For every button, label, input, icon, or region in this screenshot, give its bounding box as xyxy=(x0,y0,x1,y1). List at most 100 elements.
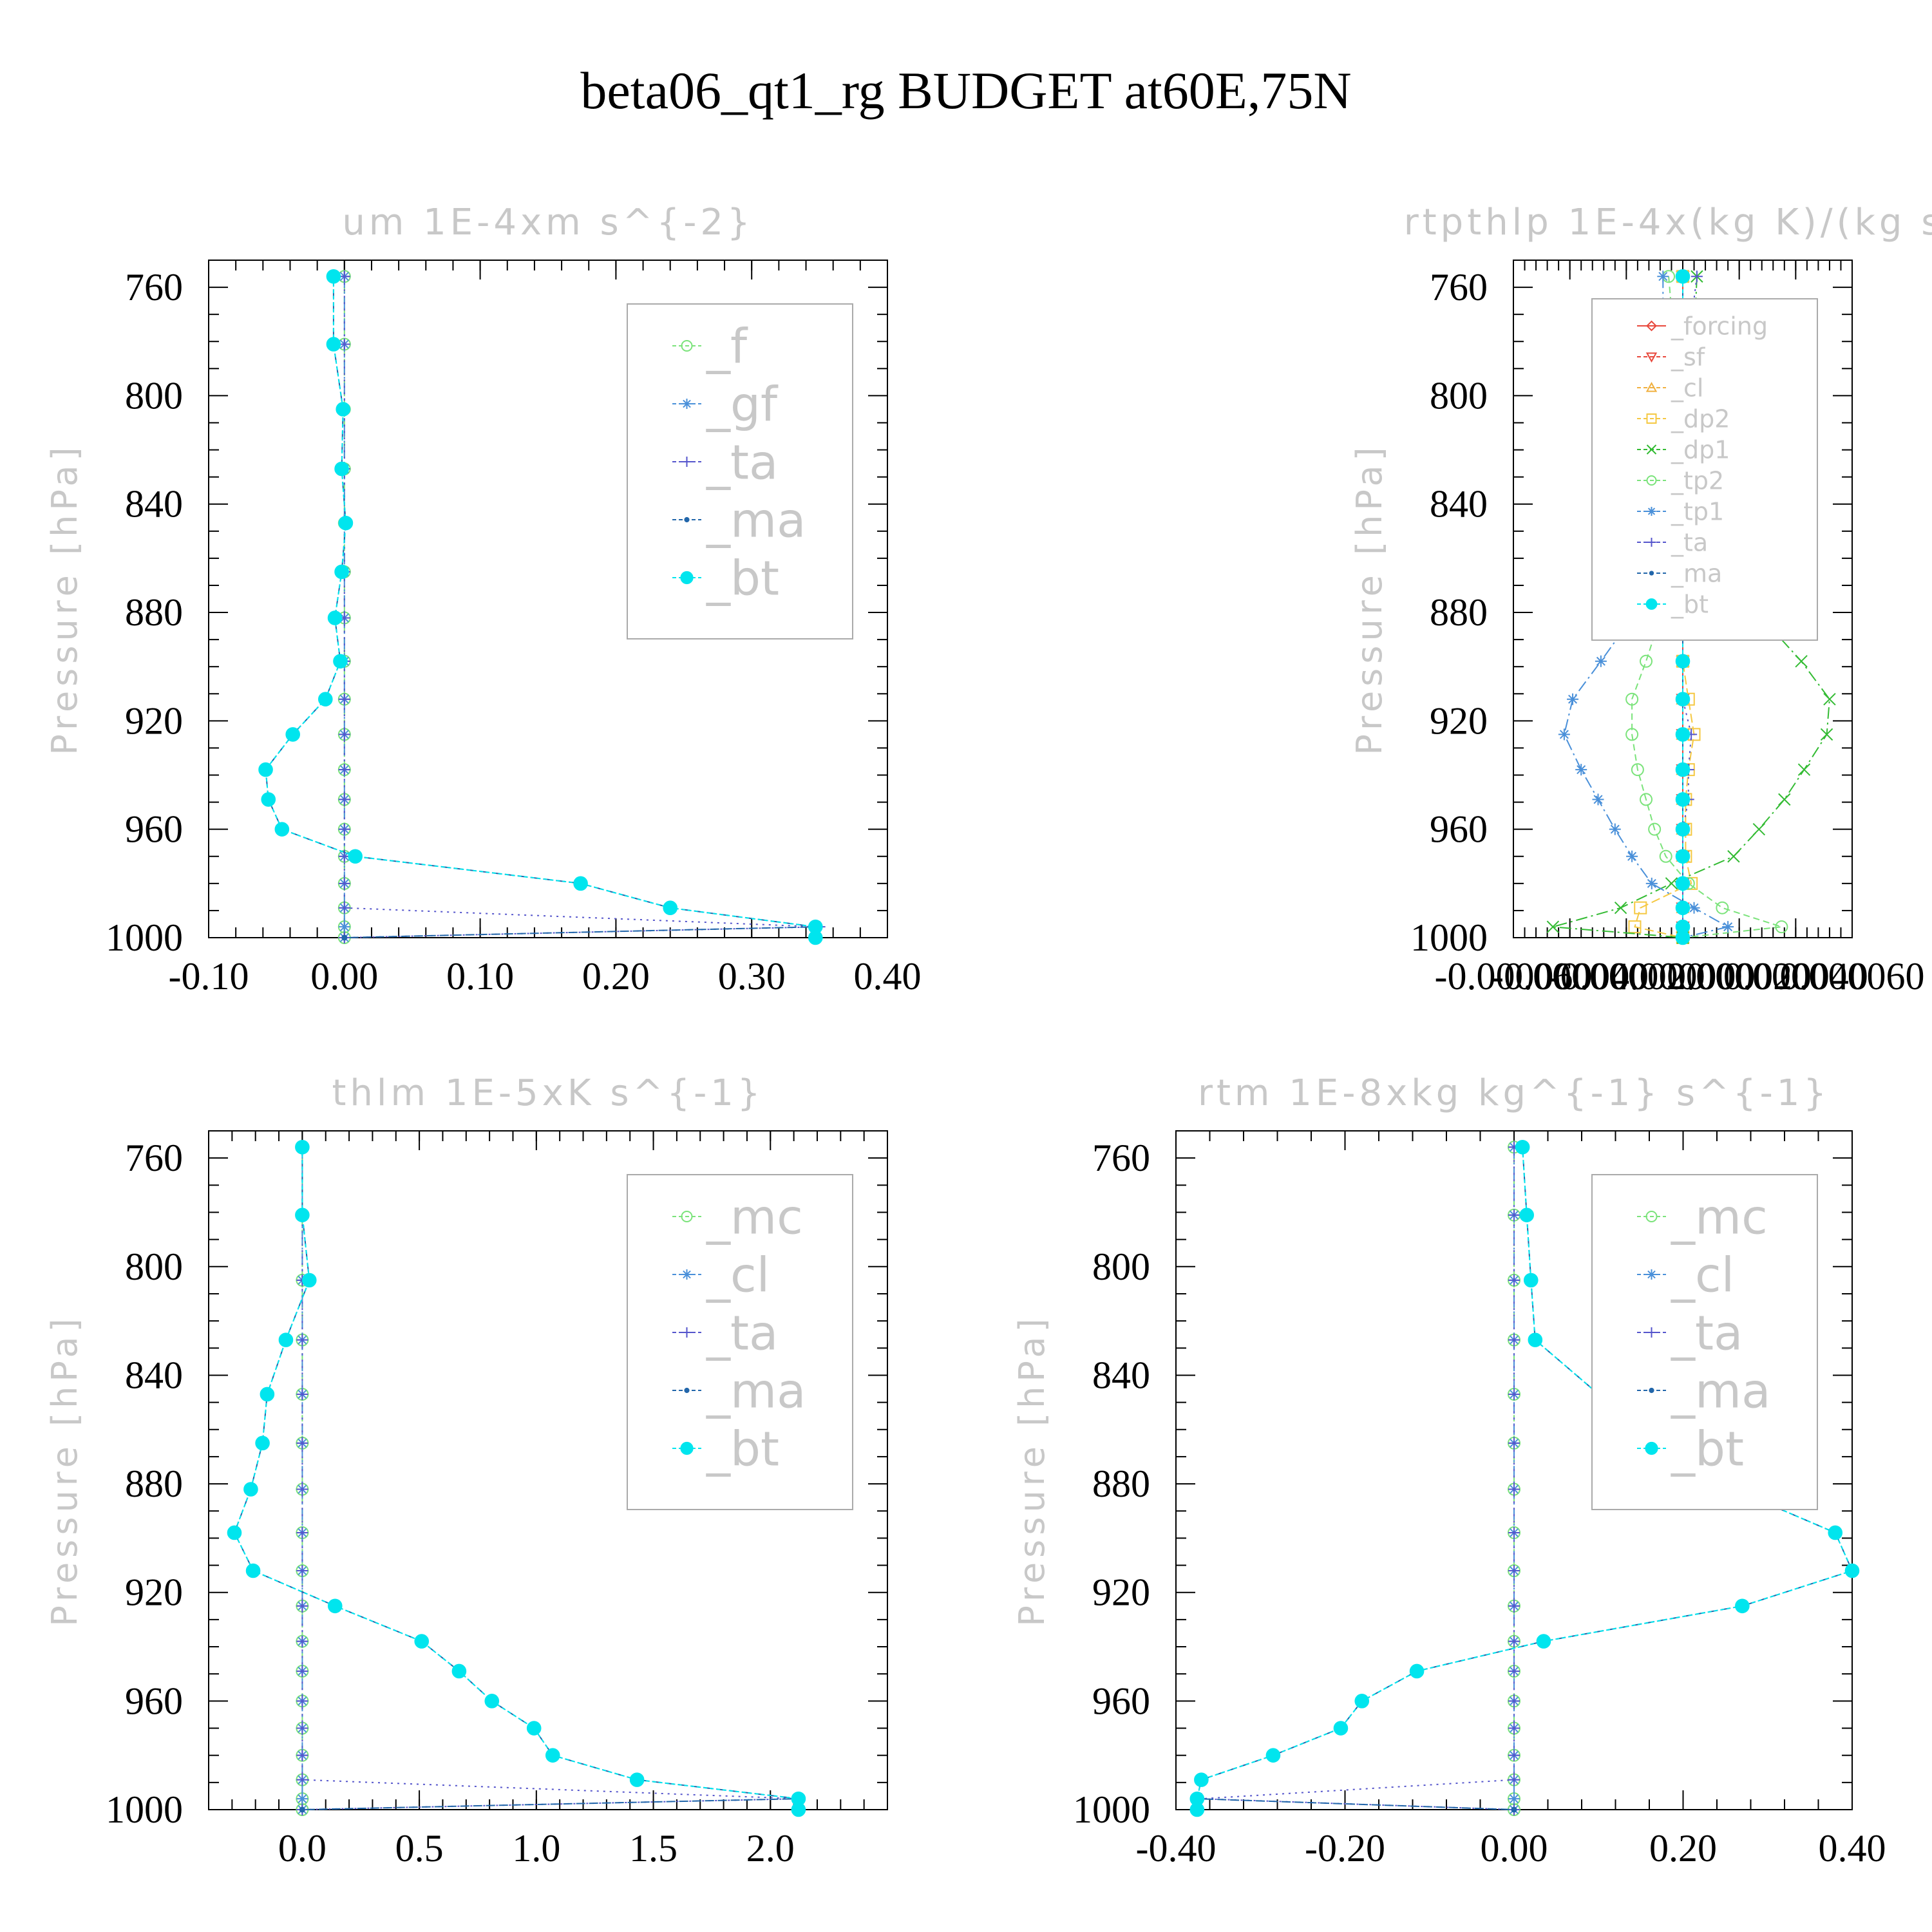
legend-label: _sf xyxy=(1671,343,1706,372)
data-point xyxy=(1820,728,1833,741)
legend-label: _tp2 xyxy=(1671,467,1724,495)
data-point xyxy=(338,902,350,914)
data-point xyxy=(260,1387,275,1402)
legend-label: _f xyxy=(706,319,748,375)
legend-marker xyxy=(1645,1211,1658,1222)
legend-marker xyxy=(1645,381,1658,392)
data-point xyxy=(1595,655,1607,667)
legend-label: _dp1 xyxy=(1671,436,1730,464)
data-point xyxy=(1519,1208,1534,1222)
y-tick-label: 1000 xyxy=(1410,916,1488,959)
data-point xyxy=(317,692,333,706)
y-tick-label: 840 xyxy=(1092,1354,1150,1396)
x-tick-label: 0.40 xyxy=(1819,1827,1886,1870)
data-point xyxy=(1675,727,1690,742)
legend-label: _bt xyxy=(706,1422,779,1477)
x-tick-label: -0.000060 xyxy=(1435,955,1593,998)
x-tick-label: 0.40 xyxy=(854,955,922,998)
data-point xyxy=(327,1598,343,1614)
y-tick-label: 960 xyxy=(1092,1680,1150,1722)
data-point xyxy=(336,402,350,417)
legend-label: _cl xyxy=(706,1248,770,1303)
data-point xyxy=(1778,793,1791,806)
x-tick-label: 1.0 xyxy=(512,1827,560,1870)
data-point xyxy=(274,822,290,837)
legend-label: _ta xyxy=(706,1306,778,1361)
x-tick-label: 2.0 xyxy=(746,1827,795,1870)
legend-label: _cl xyxy=(1671,1248,1734,1303)
legend-label: _ta xyxy=(706,435,778,491)
data-point xyxy=(1688,902,1700,914)
y-tick-label: 920 xyxy=(125,1571,183,1614)
data-point xyxy=(1675,792,1690,807)
data-point xyxy=(1823,692,1836,706)
legend-label: _ta xyxy=(1671,1306,1743,1361)
data-point xyxy=(1609,823,1621,835)
data-point xyxy=(334,461,349,477)
y-tick-label: 1000 xyxy=(1073,1788,1150,1831)
legend-marker xyxy=(1645,352,1658,363)
data-point xyxy=(1508,1209,1520,1221)
data-point xyxy=(1625,728,1639,741)
data-point xyxy=(255,1435,270,1451)
x-tick-label: 0.00 xyxy=(310,955,378,998)
data-point xyxy=(1508,1437,1520,1449)
y-tick-label: 760 xyxy=(125,1137,183,1179)
data-point xyxy=(1795,655,1808,668)
data-point xyxy=(1523,1273,1539,1288)
data-point xyxy=(1640,793,1653,806)
data-point xyxy=(1648,822,1662,836)
y-tick-label: 920 xyxy=(125,699,183,742)
series-line xyxy=(1631,276,1782,938)
series-line xyxy=(1201,1147,1515,1810)
y-tick-label: 920 xyxy=(1430,699,1488,742)
legend-box xyxy=(1591,1174,1818,1510)
data-point xyxy=(1508,1749,1520,1761)
legend-marker xyxy=(1645,598,1658,610)
data-point xyxy=(1508,1334,1520,1346)
series-line xyxy=(1563,276,1730,938)
panel-title: rtpthlp 1E-4x(kg K)/(kg s) xyxy=(1404,202,1932,243)
data-point xyxy=(1536,1634,1551,1649)
data-point xyxy=(348,849,363,864)
data-point xyxy=(296,1665,308,1677)
data-point xyxy=(526,1721,542,1736)
data-point xyxy=(1844,1563,1860,1578)
legend-label: _mc xyxy=(1671,1190,1768,1245)
data-point xyxy=(1508,1695,1520,1707)
data-point xyxy=(295,1208,310,1222)
data-point xyxy=(1640,654,1653,668)
x-tick-label: 0.000020 xyxy=(1667,955,1812,998)
y-tick-label: 800 xyxy=(125,1245,183,1288)
legend-label: _dp2 xyxy=(1671,405,1730,433)
data-point xyxy=(278,1332,294,1347)
legend-label: _ta xyxy=(1671,529,1708,557)
x-tick-label: 0.000060 xyxy=(1780,955,1925,998)
data-point xyxy=(1546,920,1560,933)
data-point xyxy=(1628,920,1642,934)
x-tick-label: 0.5 xyxy=(395,1827,444,1870)
data-point xyxy=(338,921,350,933)
legend-box xyxy=(1591,298,1818,641)
data-point xyxy=(1675,900,1690,916)
legend-label: _ma xyxy=(1671,560,1722,588)
data-point xyxy=(285,727,300,742)
legend-marker xyxy=(1647,538,1656,547)
data-point xyxy=(299,1806,305,1813)
y-tick-label: 880 xyxy=(1092,1463,1150,1505)
series-line xyxy=(1196,1147,1853,1810)
data-point xyxy=(1735,1598,1750,1614)
data-point xyxy=(1675,654,1690,669)
data-point xyxy=(1752,822,1766,836)
data-point xyxy=(338,728,350,741)
data-point xyxy=(296,1722,308,1734)
data-point xyxy=(451,1663,467,1679)
data-point xyxy=(1508,1388,1520,1400)
y-axis-label: Pressure [hPa] xyxy=(1012,1314,1052,1626)
data-point xyxy=(296,1564,308,1577)
data-point xyxy=(1645,877,1658,889)
data-point xyxy=(1675,762,1690,777)
data-point xyxy=(258,762,273,777)
series-line xyxy=(233,1147,799,1810)
data-point xyxy=(1194,1772,1209,1787)
